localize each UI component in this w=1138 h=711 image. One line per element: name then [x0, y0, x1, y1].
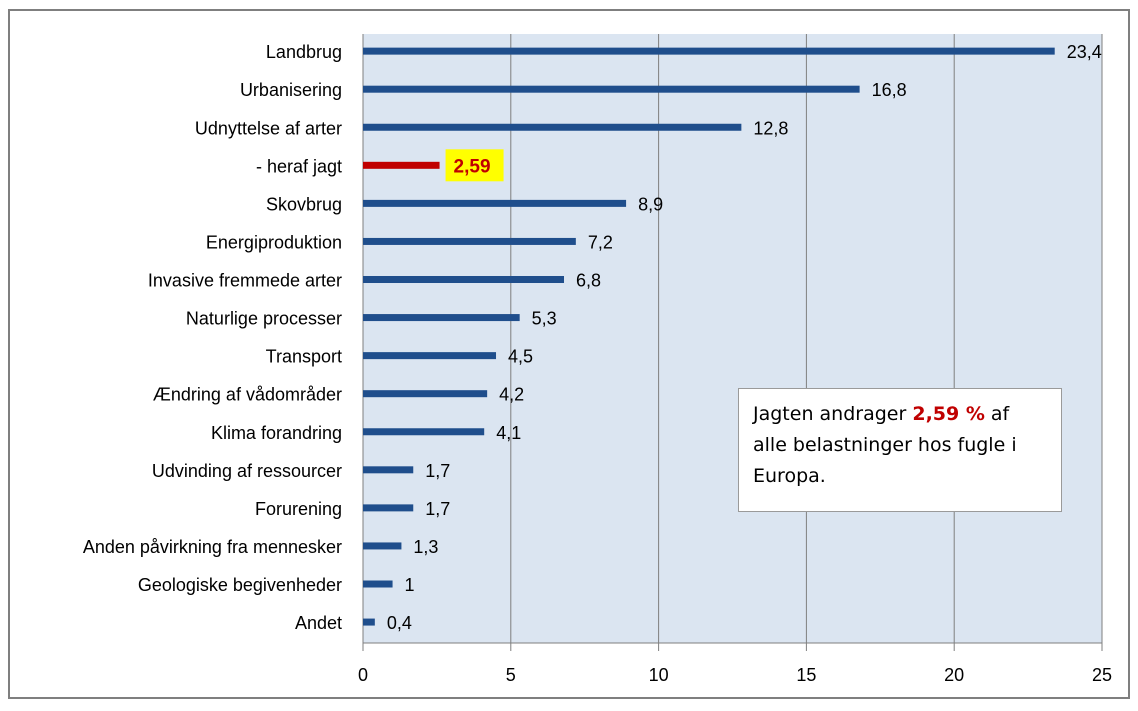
data-label: 1,7 — [425, 499, 450, 519]
data-label: 6,8 — [576, 271, 601, 291]
bar — [363, 161, 440, 169]
data-label: 4,1 — [496, 423, 521, 443]
category-label: Landbrug — [266, 42, 342, 62]
bar — [363, 580, 393, 588]
category-label: Udnyttelse af arter — [195, 118, 342, 138]
highlight-label-bg — [445, 149, 504, 182]
category-label: Naturlige processer — [186, 309, 342, 329]
data-label: 16,8 — [872, 80, 907, 100]
x-tick-label: 20 — [944, 665, 964, 685]
category-label: Geologiske begivenheder — [138, 575, 342, 595]
data-label: 4,5 — [508, 347, 533, 367]
annotation-box: Jagten andrager 2,59 % af alle belastnin… — [738, 388, 1062, 512]
annotation-prefix: Jagten andrager — [753, 403, 913, 425]
bar — [363, 352, 497, 360]
category-label: Energiproduktion — [206, 232, 342, 252]
bar — [363, 85, 860, 93]
data-label: 1 — [405, 575, 415, 595]
category-label: Udvinding af ressourcer — [152, 461, 342, 481]
category-label: Urbanisering — [240, 80, 342, 100]
chart-frame — [8, 9, 1130, 699]
category-label: Andet — [295, 613, 342, 633]
category-label: Invasive fremmede arter — [148, 271, 342, 291]
bar — [363, 199, 627, 207]
data-label: 5,3 — [532, 309, 557, 329]
data-label: 0,4 — [387, 613, 412, 633]
data-label: 7,2 — [588, 232, 613, 252]
category-label: Transport — [266, 347, 342, 367]
data-label: 1,7 — [425, 461, 450, 481]
data-label: 1,3 — [413, 537, 438, 557]
category-label: - heraf jagt — [256, 156, 342, 176]
bar — [363, 47, 1055, 55]
bar — [363, 542, 402, 550]
annotation-highlight: 2,59 % — [912, 403, 985, 425]
category-label: Skovbrug — [266, 194, 342, 214]
x-tick-label: 0 — [358, 665, 368, 685]
data-label: 23,4 — [1067, 42, 1102, 62]
x-tick-label: 10 — [649, 665, 669, 685]
x-tick-label: 5 — [506, 665, 516, 685]
bar — [363, 314, 520, 322]
bar — [363, 504, 414, 512]
category-label: Ændring af vådområder — [153, 385, 342, 405]
x-tick-label: 25 — [1092, 665, 1112, 685]
bar — [363, 276, 565, 284]
x-tick-label: 15 — [796, 665, 816, 685]
category-label: Klima forandring — [211, 423, 342, 443]
annotation-suffix: af alle belastninger hos fugle i Europa. — [753, 403, 1017, 487]
plot-area — [363, 34, 1102, 643]
data-label: 2,59 — [454, 156, 491, 177]
bar — [363, 390, 488, 398]
category-label: Anden påvirkning fra mennesker — [83, 537, 342, 557]
data-label: 4,2 — [499, 385, 524, 405]
bar — [363, 237, 576, 245]
bar — [363, 123, 742, 131]
category-label: Forurening — [255, 499, 342, 519]
bar — [363, 466, 414, 474]
bar — [363, 618, 375, 626]
data-label: 12,8 — [753, 118, 788, 138]
data-label: 8,9 — [638, 194, 663, 214]
bar — [363, 428, 485, 436]
